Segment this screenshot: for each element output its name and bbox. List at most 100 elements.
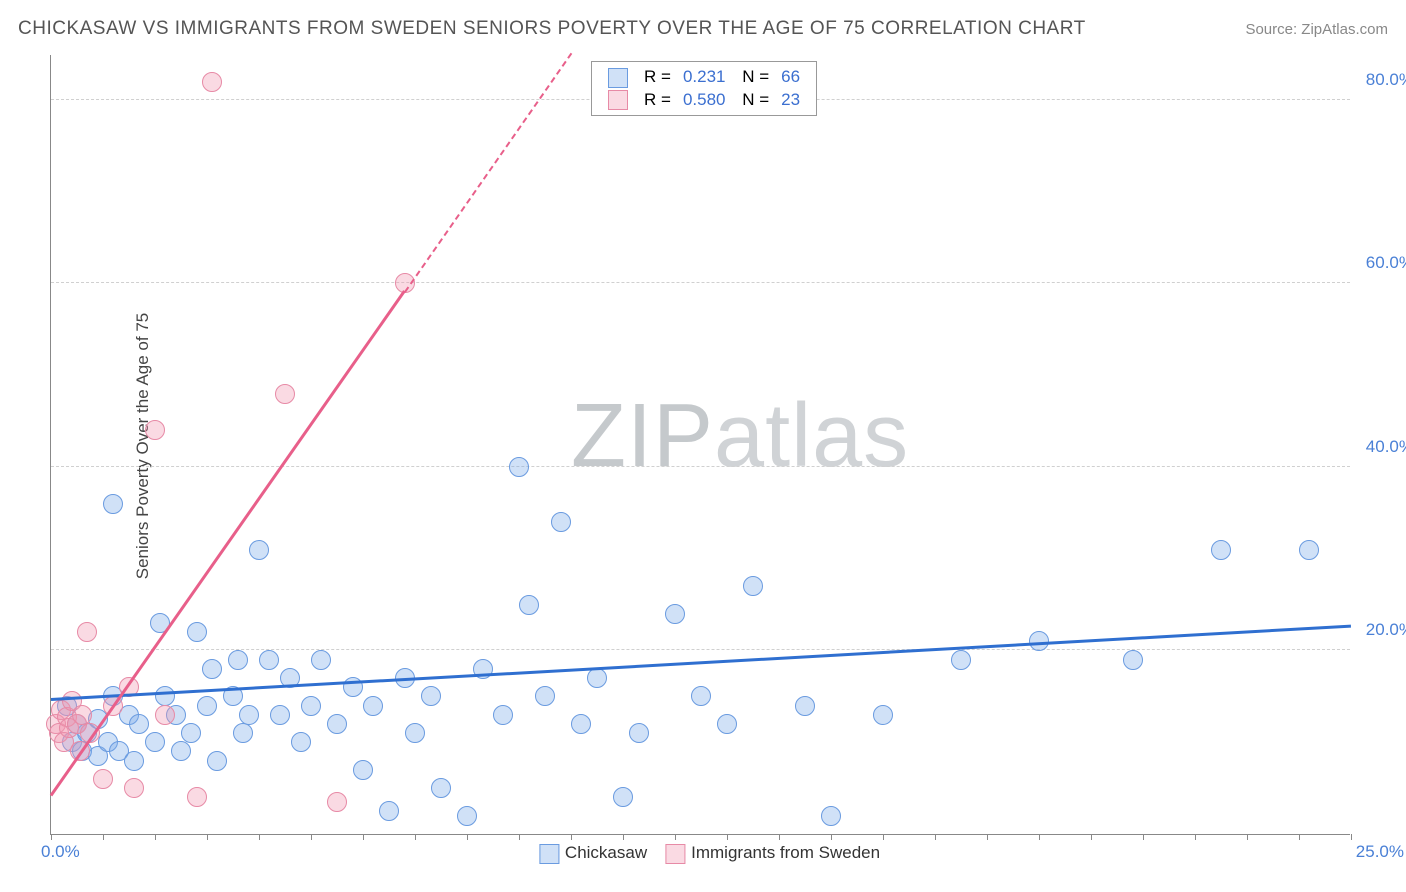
data-point-sweden bbox=[77, 622, 97, 642]
data-point-chickasaw bbox=[493, 705, 513, 725]
x-tick bbox=[1091, 834, 1092, 840]
x-tick bbox=[1039, 834, 1040, 840]
data-point-chickasaw bbox=[379, 801, 399, 821]
data-point-sweden bbox=[202, 72, 222, 92]
data-point-chickasaw bbox=[327, 714, 347, 734]
data-point-chickasaw bbox=[1211, 540, 1231, 560]
data-point-chickasaw bbox=[421, 686, 441, 706]
data-point-chickasaw bbox=[239, 705, 259, 725]
legend-series: ChickasawImmigrants from Sweden bbox=[521, 843, 880, 864]
x-tick bbox=[103, 834, 104, 840]
data-point-chickasaw bbox=[259, 650, 279, 670]
legend-stats: R =0.231 N =66R =0.580 N =23 bbox=[591, 61, 817, 116]
data-point-chickasaw bbox=[291, 732, 311, 752]
data-point-chickasaw bbox=[363, 696, 383, 716]
x-tick bbox=[415, 834, 416, 840]
data-point-chickasaw bbox=[613, 787, 633, 807]
data-point-sweden bbox=[93, 769, 113, 789]
data-point-chickasaw bbox=[509, 457, 529, 477]
data-point-chickasaw bbox=[1123, 650, 1143, 670]
y-tick-label: 40.0% bbox=[1366, 437, 1406, 457]
data-point-chickasaw bbox=[233, 723, 253, 743]
watermark: ZIPatlas bbox=[571, 385, 909, 488]
data-point-chickasaw bbox=[717, 714, 737, 734]
y-tick-label: 80.0% bbox=[1366, 70, 1406, 90]
data-point-chickasaw bbox=[1299, 540, 1319, 560]
x-tick bbox=[207, 834, 208, 840]
x-tick bbox=[935, 834, 936, 840]
x-tick bbox=[831, 834, 832, 840]
gridline bbox=[51, 466, 1350, 467]
trend-line bbox=[50, 290, 406, 796]
data-point-chickasaw bbox=[535, 686, 555, 706]
gridline bbox=[51, 649, 1350, 650]
data-point-chickasaw bbox=[145, 732, 165, 752]
data-point-chickasaw bbox=[202, 659, 222, 679]
data-point-chickasaw bbox=[743, 576, 763, 596]
data-point-chickasaw bbox=[249, 540, 269, 560]
x-tick bbox=[779, 834, 780, 840]
x-tick bbox=[675, 834, 676, 840]
data-point-sweden bbox=[187, 787, 207, 807]
source-label: Source: ZipAtlas.com bbox=[1245, 21, 1388, 38]
data-point-sweden bbox=[327, 792, 347, 812]
data-point-chickasaw bbox=[795, 696, 815, 716]
data-point-chickasaw bbox=[951, 650, 971, 670]
data-point-chickasaw bbox=[181, 723, 201, 743]
data-point-chickasaw bbox=[519, 595, 539, 615]
data-point-chickasaw bbox=[197, 696, 217, 716]
data-point-chickasaw bbox=[587, 668, 607, 688]
x-tick bbox=[987, 834, 988, 840]
x-tick-max: 25.0% bbox=[1356, 842, 1404, 862]
data-point-sweden bbox=[155, 705, 175, 725]
y-tick-label: 60.0% bbox=[1366, 253, 1406, 273]
data-point-sweden bbox=[275, 384, 295, 404]
data-point-chickasaw bbox=[311, 650, 331, 670]
data-point-chickasaw bbox=[187, 622, 207, 642]
data-point-chickasaw bbox=[431, 778, 451, 798]
x-tick bbox=[1351, 834, 1352, 840]
x-tick bbox=[1143, 834, 1144, 840]
gridline bbox=[51, 282, 1350, 283]
data-point-sweden bbox=[72, 705, 92, 725]
x-tick bbox=[259, 834, 260, 840]
x-tick bbox=[51, 834, 52, 840]
x-tick bbox=[571, 834, 572, 840]
data-point-chickasaw bbox=[270, 705, 290, 725]
x-tick bbox=[155, 834, 156, 840]
data-point-chickasaw bbox=[873, 705, 893, 725]
data-point-chickasaw bbox=[207, 751, 227, 771]
data-point-chickasaw bbox=[301, 696, 321, 716]
data-point-chickasaw bbox=[691, 686, 711, 706]
data-point-chickasaw bbox=[629, 723, 649, 743]
x-tick bbox=[363, 834, 364, 840]
data-point-sweden bbox=[145, 420, 165, 440]
data-point-chickasaw bbox=[353, 760, 373, 780]
chart-title: CHICKASAW VS IMMIGRANTS FROM SWEDEN SENI… bbox=[18, 18, 1086, 40]
data-point-chickasaw bbox=[129, 714, 149, 734]
x-tick bbox=[1247, 834, 1248, 840]
data-point-chickasaw bbox=[665, 604, 685, 624]
data-point-chickasaw bbox=[171, 741, 191, 761]
data-point-chickasaw bbox=[103, 494, 123, 514]
x-tick bbox=[623, 834, 624, 840]
data-point-chickasaw bbox=[821, 806, 841, 826]
data-point-chickasaw bbox=[124, 751, 144, 771]
x-tick bbox=[727, 834, 728, 840]
data-point-chickasaw bbox=[155, 686, 175, 706]
x-tick bbox=[311, 834, 312, 840]
data-point-chickasaw bbox=[551, 512, 571, 532]
plot-area: ZIPatlas 20.0%40.0%60.0%80.0%0.0%25.0%R … bbox=[50, 55, 1350, 835]
x-tick bbox=[1195, 834, 1196, 840]
data-point-chickasaw bbox=[405, 723, 425, 743]
data-point-chickasaw bbox=[457, 806, 477, 826]
data-point-sweden bbox=[124, 778, 144, 798]
trend-line bbox=[404, 52, 572, 292]
y-tick-label: 20.0% bbox=[1366, 620, 1406, 640]
x-tick bbox=[467, 834, 468, 840]
x-tick bbox=[519, 834, 520, 840]
x-tick-min: 0.0% bbox=[41, 842, 80, 862]
x-tick bbox=[1299, 834, 1300, 840]
data-point-chickasaw bbox=[571, 714, 591, 734]
x-tick bbox=[883, 834, 884, 840]
